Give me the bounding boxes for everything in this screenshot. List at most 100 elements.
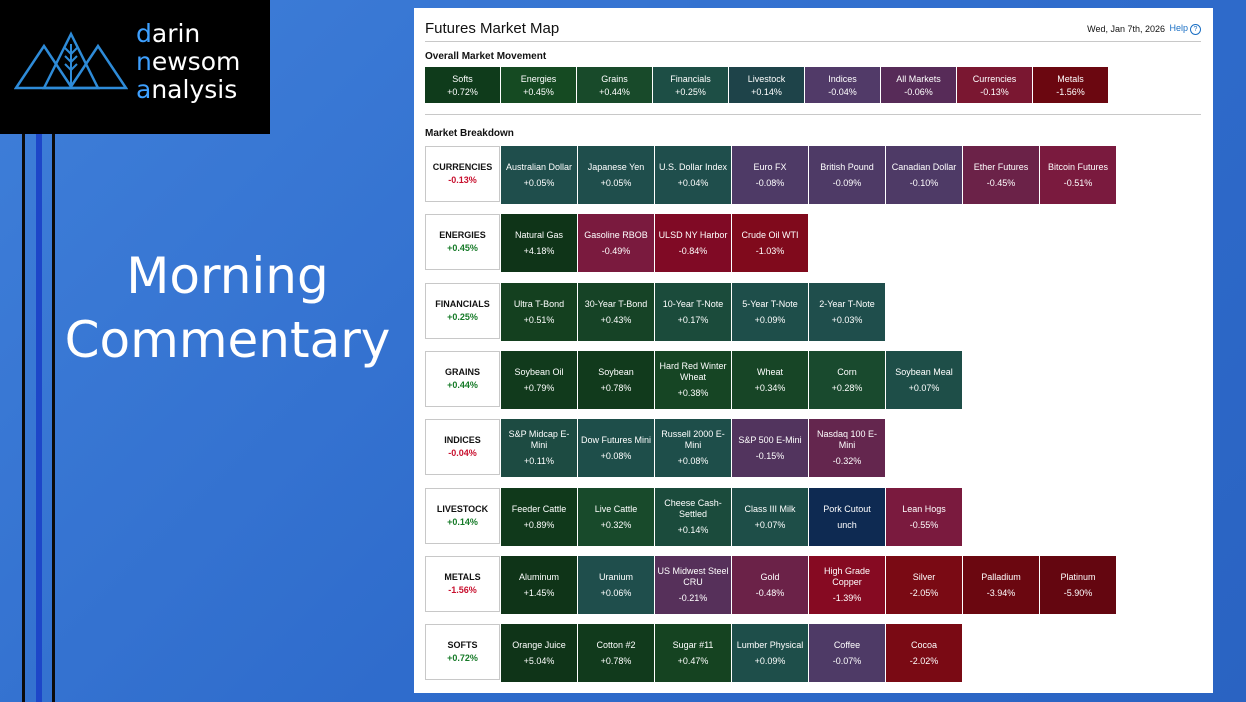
- market-name: Canadian Dollar: [891, 161, 957, 172]
- group-label[interactable]: INDICES -0.04%: [425, 419, 500, 475]
- market-tile-live-cattle[interactable]: Live Cattle +0.32%: [578, 488, 654, 546]
- market-tile-soybean-oil[interactable]: Soybean Oil +0.79%: [501, 351, 577, 409]
- market-tile-cheese-cash-settled[interactable]: Cheese Cash-Settled +0.14%: [655, 488, 731, 546]
- market-name: 30-Year T-Bond: [584, 298, 648, 309]
- market-change: -0.15%: [755, 450, 785, 461]
- overall-tile-all-markets[interactable]: All Markets -0.06%: [881, 67, 956, 103]
- market-change: +0.05%: [523, 177, 555, 188]
- market-change: -0.84%: [678, 245, 708, 256]
- overall-tile-softs[interactable]: Softs +0.72%: [425, 67, 500, 103]
- market-tile-class-iii-milk[interactable]: Class III Milk +0.07%: [732, 488, 808, 546]
- overall-tile-financials[interactable]: Financials +0.25%: [653, 67, 728, 103]
- market-tile-japanese-yen[interactable]: Japanese Yen +0.05%: [578, 146, 654, 204]
- group-label[interactable]: CURRENCIES -0.13%: [425, 146, 500, 202]
- market-tile-nasdaq-100-e-mini[interactable]: Nasdaq 100 E-Mini -0.32%: [809, 419, 885, 477]
- market-name: 10-Year T-Note: [662, 298, 724, 309]
- group-change: -0.04%: [448, 448, 477, 458]
- group-name: LIVESTOCK: [436, 504, 489, 514]
- market-tile-australian-dollar[interactable]: Australian Dollar +0.05%: [501, 146, 577, 204]
- market-tile-s-p-500-e-mini[interactable]: S&P 500 E-Mini -0.15%: [732, 419, 808, 477]
- tile-name: Softs: [452, 73, 473, 84]
- market-name: Orange Juice: [512, 639, 566, 650]
- decor-stripe: [52, 134, 55, 702]
- overall-tile-indices[interactable]: Indices -0.04%: [805, 67, 880, 103]
- market-tile-bitcoin-futures[interactable]: Bitcoin Futures -0.51%: [1040, 146, 1116, 204]
- market-tile-russell-2000-e-mini[interactable]: Russell 2000 E-Mini +0.08%: [655, 419, 731, 477]
- market-tile-corn[interactable]: Corn +0.28%: [809, 351, 885, 409]
- overall-tile-energies[interactable]: Energies +0.45%: [501, 67, 576, 103]
- market-tile-lean-hogs[interactable]: Lean Hogs -0.55%: [886, 488, 962, 546]
- market-name: Cheese Cash-Settled: [664, 498, 722, 519]
- market-tile-us-midwest-steel-cru[interactable]: US Midwest Steel CRU -0.21%: [655, 556, 731, 614]
- market-name: Australian Dollar: [505, 161, 573, 172]
- market-tile-u-s-dollar-index[interactable]: U.S. Dollar Index +0.04%: [655, 146, 731, 204]
- market-tile-sugar-11[interactable]: Sugar #11 +0.47%: [655, 624, 731, 682]
- market-tile-30-year-t-bond[interactable]: 30-Year T-Bond +0.43%: [578, 283, 654, 341]
- market-tile-wheat[interactable]: Wheat +0.34%: [732, 351, 808, 409]
- market-tile-palladium[interactable]: Palladium -3.94%: [963, 556, 1039, 614]
- market-tile-orange-juice[interactable]: Orange Juice +5.04%: [501, 624, 577, 682]
- group-name: FINANCIALS: [435, 299, 490, 309]
- market-name: Aluminum: [518, 571, 559, 582]
- market-tile-feeder-cattle[interactable]: Feeder Cattle +0.89%: [501, 488, 577, 546]
- market-change: +0.07%: [908, 382, 940, 393]
- market-tile-coffee[interactable]: Coffee -0.07%: [809, 624, 885, 682]
- group-label[interactable]: SOFTS +0.72%: [425, 624, 500, 680]
- overall-label: Overall Market Movement: [425, 51, 547, 62]
- market-change: -5.90%: [1063, 587, 1093, 598]
- market-tile-platinum[interactable]: Platinum -5.90%: [1040, 556, 1116, 614]
- market-name: Live Cattle: [594, 503, 638, 514]
- divider: [425, 114, 1201, 115]
- overall-tile-currencies[interactable]: Currencies -0.13%: [957, 67, 1032, 103]
- market-tile-lumber-physical[interactable]: Lumber Physical +0.09%: [732, 624, 808, 682]
- market-tile-euro-fx[interactable]: Euro FX -0.08%: [732, 146, 808, 204]
- market-tile-dow-futures-mini[interactable]: Dow Futures Mini +0.08%: [578, 419, 654, 477]
- group-label[interactable]: METALS -1.56%: [425, 556, 500, 612]
- market-name: Lean Hogs: [902, 503, 946, 514]
- market-name: Russell 2000 E-Mini: [661, 429, 725, 450]
- market-change: +0.07%: [754, 519, 786, 530]
- group-label[interactable]: FINANCIALS +0.25%: [425, 283, 500, 339]
- overall-tile-metals[interactable]: Metals -1.56%: [1033, 67, 1108, 103]
- help-icon[interactable]: ?: [1190, 24, 1201, 35]
- market-tile-gold[interactable]: Gold -0.48%: [732, 556, 808, 614]
- market-tile-hard-red-winter-wheat[interactable]: Hard Red Winter Wheat +0.38%: [655, 351, 731, 409]
- market-tile-uranium[interactable]: Uranium +0.06%: [578, 556, 654, 614]
- market-tile-2-year-t-note[interactable]: 2-Year T-Note +0.03%: [809, 283, 885, 341]
- market-tile-aluminum[interactable]: Aluminum +1.45%: [501, 556, 577, 614]
- market-tile-cocoa[interactable]: Cocoa -2.02%: [886, 624, 962, 682]
- market-tile-ulsd-ny-harbor[interactable]: ULSD NY Harbor -0.84%: [655, 214, 731, 272]
- market-name: 2-Year T-Note: [819, 298, 875, 309]
- market-tile-crude-oil-wti[interactable]: Crude Oil WTI -1.03%: [732, 214, 808, 272]
- market-tile-s-p-midcap-e-mini[interactable]: S&P Midcap E-Mini +0.11%: [501, 419, 577, 477]
- market-tile-ultra-t-bond[interactable]: Ultra T-Bond +0.51%: [501, 283, 577, 341]
- market-tile-ether-futures[interactable]: Ether Futures -0.45%: [963, 146, 1039, 204]
- market-tile-silver[interactable]: Silver -2.05%: [886, 556, 962, 614]
- market-name: Bitcoin Futures: [1047, 161, 1109, 172]
- market-tile-cotton-2[interactable]: Cotton #2 +0.78%: [578, 624, 654, 682]
- market-tile-pork-cutout[interactable]: Pork Cutout unch: [809, 488, 885, 546]
- tile-name: Energies: [520, 73, 557, 84]
- market-change: +0.09%: [754, 655, 786, 666]
- overall-tile-grains[interactable]: Grains +0.44%: [577, 67, 652, 103]
- market-name: Natural Gas: [514, 229, 564, 240]
- market-tile-10-year-t-note[interactable]: 10-Year T-Note +0.17%: [655, 283, 731, 341]
- market-tile-soybean[interactable]: Soybean +0.78%: [578, 351, 654, 409]
- market-change: +0.05%: [600, 177, 632, 188]
- market-change: -0.49%: [601, 245, 631, 256]
- group-label[interactable]: ENERGIES +0.45%: [425, 214, 500, 270]
- group-label[interactable]: GRAINS +0.44%: [425, 351, 500, 407]
- market-tile-canadian-dollar[interactable]: Canadian Dollar -0.10%: [886, 146, 962, 204]
- market-tile-natural-gas[interactable]: Natural Gas +4.18%: [501, 214, 577, 272]
- market-tile-high-grade-copper[interactable]: High Grade Copper -1.39%: [809, 556, 885, 614]
- market-tile-british-pound[interactable]: British Pound -0.09%: [809, 146, 885, 204]
- group-name: METALS: [444, 572, 481, 582]
- overall-tile-livestock[interactable]: Livestock +0.14%: [729, 67, 804, 103]
- market-tile-5-year-t-note[interactable]: 5-Year T-Note +0.09%: [732, 283, 808, 341]
- group-name: ENERGIES: [439, 230, 486, 240]
- market-tile-gasoline-rbob[interactable]: Gasoline RBOB -0.49%: [578, 214, 654, 272]
- group-label[interactable]: LIVESTOCK +0.14%: [425, 488, 500, 544]
- market-name: Dow Futures Mini: [580, 434, 652, 445]
- help-link[interactable]: Help?: [1169, 23, 1201, 35]
- market-tile-soybean-meal[interactable]: Soybean Meal +0.07%: [886, 351, 962, 409]
